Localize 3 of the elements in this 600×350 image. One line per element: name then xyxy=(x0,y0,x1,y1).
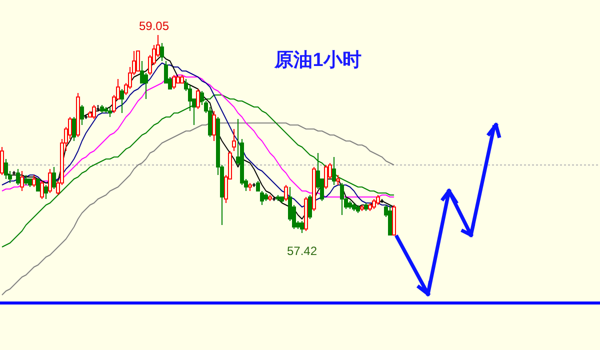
title: 原油1小时 xyxy=(274,50,362,71)
annotation: 57.42 xyxy=(286,244,318,258)
annotation: 59.05 xyxy=(138,19,170,33)
